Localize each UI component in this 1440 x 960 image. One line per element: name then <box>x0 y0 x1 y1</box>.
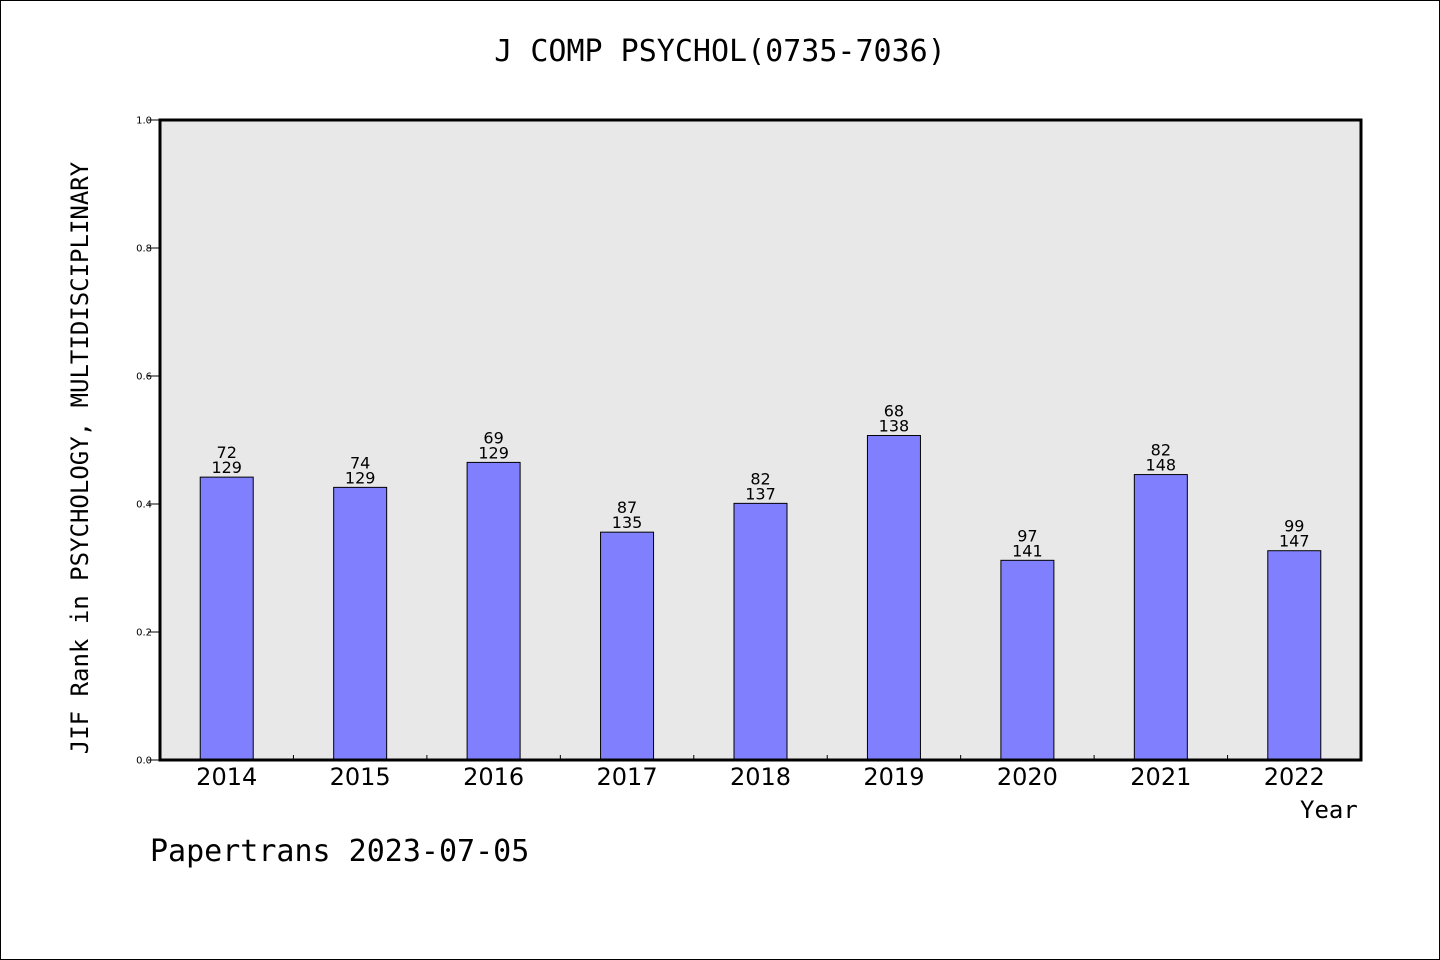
x-axis-label: Year <box>1300 796 1358 824</box>
bar-total-label: 129 <box>211 458 242 477</box>
bar-rank-label: 82 <box>1151 441 1171 460</box>
x-tick-label: 2016 <box>463 763 524 791</box>
y-tick-label: 0.6 <box>136 372 152 383</box>
bar-rank-label: 82 <box>750 469 770 488</box>
bar-2019 <box>866 435 921 761</box>
bar-total-label: 137 <box>745 484 776 503</box>
chart-title: J COMP PSYCHOL(0735-7036) <box>494 34 946 69</box>
x-tick-label: 2019 <box>863 763 924 791</box>
y-tick-label: 0.8 <box>136 244 152 255</box>
x-tick-label: 2018 <box>730 763 791 791</box>
y-tick-label: 1.0 <box>136 116 152 127</box>
bar-2014 <box>199 476 254 761</box>
y-tick-label: 0.0 <box>136 756 152 767</box>
bar-total-label: 141 <box>1012 541 1043 560</box>
bar-2018 <box>733 502 788 761</box>
bar-2022 <box>1267 550 1322 761</box>
bar-2021 <box>1133 474 1188 761</box>
y-tick-label: 0.2 <box>136 628 152 639</box>
bar-total-label: 129 <box>478 443 509 462</box>
footer-text: Papertrans 2023-07-05 <box>150 834 530 869</box>
bar-total-label: 138 <box>879 417 910 436</box>
bar-rank-label: 68 <box>884 402 904 421</box>
bar-2015 <box>333 486 388 761</box>
bar-2016 <box>466 461 521 761</box>
plot-border <box>158 118 1363 762</box>
bar-2020 <box>1000 559 1055 761</box>
x-tick-label: 2020 <box>997 763 1058 791</box>
bar-total-label: 135 <box>612 513 643 532</box>
x-tick-label: 2022 <box>1264 763 1325 791</box>
bar-2017 <box>600 531 655 761</box>
x-tick-label: 2015 <box>330 763 391 791</box>
y-tick-label: 0.4 <box>136 500 152 511</box>
bar-total-label: 147 <box>1279 532 1310 551</box>
bar-total-label: 129 <box>345 468 376 487</box>
x-tick-label: 2014 <box>196 763 257 791</box>
bar-rank-label: 69 <box>483 428 503 447</box>
x-tick-label: 2017 <box>597 763 658 791</box>
bar-rank-label: 87 <box>617 498 637 517</box>
x-tick-label: 2021 <box>1130 763 1191 791</box>
bar-rank-label: 99 <box>1284 517 1304 536</box>
bar-total-label: 148 <box>1146 456 1177 475</box>
bar-rank-label: 72 <box>217 443 237 462</box>
bar-rank-label: 97 <box>1017 526 1037 545</box>
bar-rank-label: 74 <box>350 453 370 472</box>
